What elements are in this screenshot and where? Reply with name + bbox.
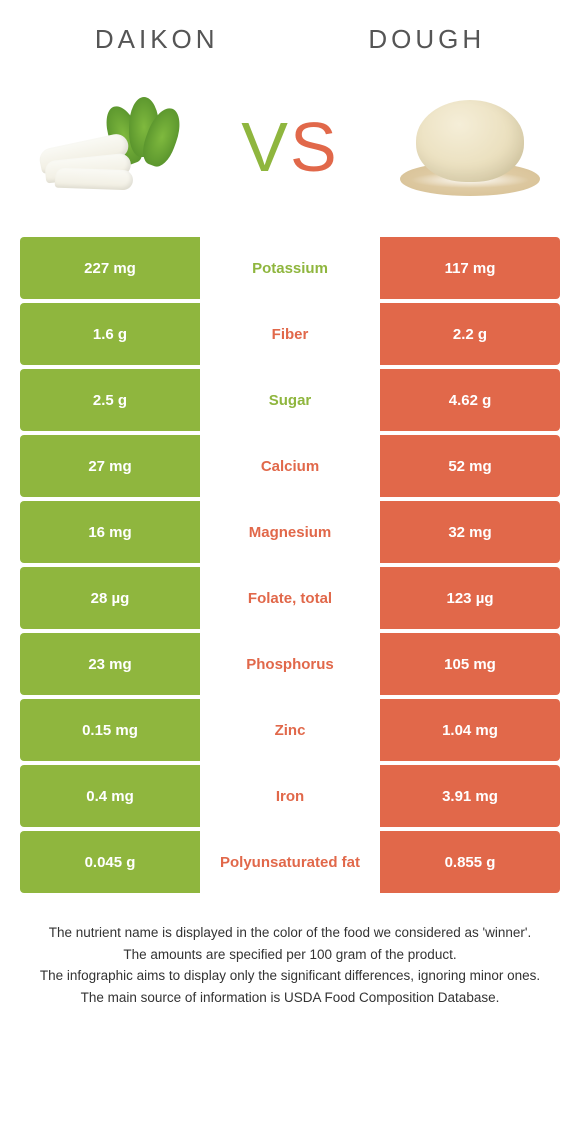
nutrient-label: Folate, total <box>200 567 380 629</box>
left-value: 2.5 g <box>20 369 200 431</box>
left-value: 0.4 mg <box>20 765 200 827</box>
footnotes: The nutrient name is displayed in the co… <box>30 923 550 1007</box>
nutrient-label: Zinc <box>200 699 380 761</box>
left-value: 0.15 mg <box>20 699 200 761</box>
right-value: 3.91 mg <box>380 765 560 827</box>
left-value: 0.045 g <box>20 831 200 893</box>
table-row: 0.045 gPolyunsaturated fat0.855 g <box>20 831 560 893</box>
right-value: 0.855 g <box>380 831 560 893</box>
right-value: 32 mg <box>380 501 560 563</box>
nutrient-label: Iron <box>200 765 380 827</box>
vs-v: V <box>241 107 290 187</box>
comparison-table: 227 mgPotassium117 mg1.6 gFiber2.2 g2.5 … <box>20 237 560 893</box>
right-value: 117 mg <box>380 237 560 299</box>
title-right: DOUGH <box>368 24 485 55</box>
dough-image <box>390 87 550 207</box>
note-line: The main source of information is USDA F… <box>30 988 550 1008</box>
right-value: 1.04 mg <box>380 699 560 761</box>
nutrient-label: Sugar <box>200 369 380 431</box>
nutrient-label: Polyunsaturated fat <box>200 831 380 893</box>
right-value: 123 µg <box>380 567 560 629</box>
nutrient-label: Calcium <box>200 435 380 497</box>
vs-label: V S <box>241 107 338 187</box>
right-value: 52 mg <box>380 435 560 497</box>
table-row: 1.6 gFiber2.2 g <box>20 303 560 365</box>
left-value: 27 mg <box>20 435 200 497</box>
right-value: 4.62 g <box>380 369 560 431</box>
note-line: The nutrient name is displayed in the co… <box>30 923 550 943</box>
left-value: 28 µg <box>20 567 200 629</box>
nutrient-label: Phosphorus <box>200 633 380 695</box>
left-value: 23 mg <box>20 633 200 695</box>
nutrient-label: Magnesium <box>200 501 380 563</box>
vs-s: S <box>290 107 339 187</box>
table-row: 227 mgPotassium117 mg <box>20 237 560 299</box>
table-row: 27 mgCalcium52 mg <box>20 435 560 497</box>
table-row: 28 µgFolate, total123 µg <box>20 567 560 629</box>
table-row: 0.15 mgZinc1.04 mg <box>20 699 560 761</box>
left-value: 227 mg <box>20 237 200 299</box>
left-value: 1.6 g <box>20 303 200 365</box>
note-line: The infographic aims to display only the… <box>30 966 550 986</box>
table-row: 16 mgMagnesium32 mg <box>20 501 560 563</box>
title-left: DAIKON <box>95 24 219 55</box>
header: DAIKON DOUGH <box>0 0 580 67</box>
nutrient-label: Fiber <box>200 303 380 365</box>
table-row: 0.4 mgIron3.91 mg <box>20 765 560 827</box>
note-line: The amounts are specified per 100 gram o… <box>30 945 550 965</box>
right-value: 105 mg <box>380 633 560 695</box>
table-row: 2.5 gSugar4.62 g <box>20 369 560 431</box>
table-row: 23 mgPhosphorus105 mg <box>20 633 560 695</box>
images-row: V S <box>0 67 580 237</box>
right-value: 2.2 g <box>380 303 560 365</box>
nutrient-label: Potassium <box>200 237 380 299</box>
daikon-image <box>30 87 190 207</box>
left-value: 16 mg <box>20 501 200 563</box>
